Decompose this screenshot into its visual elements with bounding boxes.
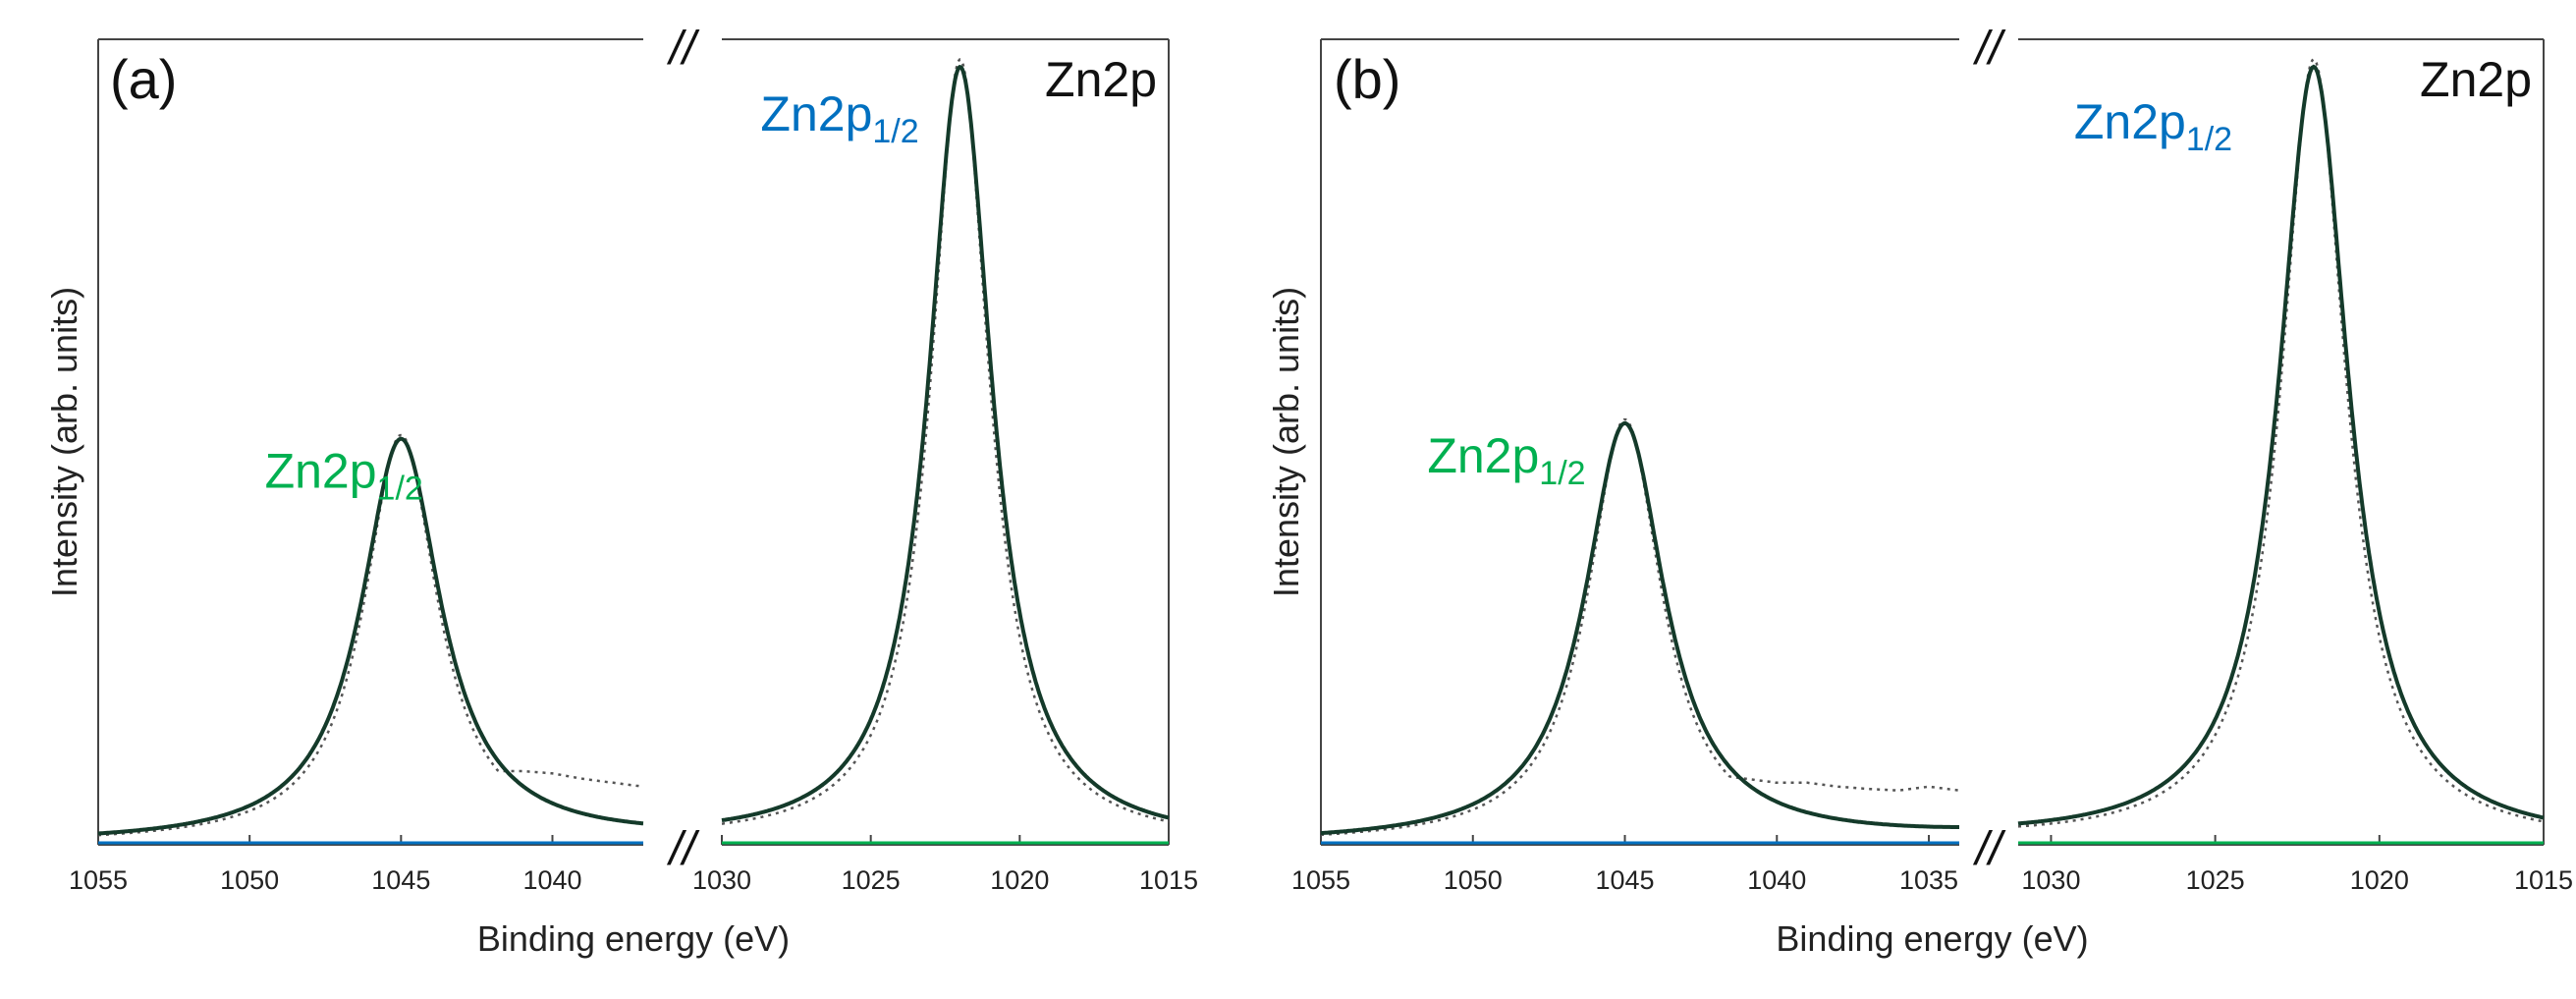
x-tick-label: 1050 (220, 865, 279, 895)
panel-b: 1055 1050 1045 1040 1035 Zn2p1/2 1030 1025 1020 1… (1266, 23, 2573, 959)
x-tick-label: 1025 (2186, 865, 2245, 895)
x-tick-label: 1045 (1595, 865, 1654, 895)
x-tick-label: 1040 (522, 865, 581, 895)
y-axis-title: Intensity (arb. units) (44, 287, 84, 597)
x-tick-label: 1030 (692, 865, 751, 895)
axis-break-bottom: // (667, 823, 700, 875)
peak-label: Zn2p1/2 (1427, 428, 1585, 492)
x-axis-title: Binding energy (eV) (477, 918, 790, 959)
x-tick-label: 1055 (69, 865, 128, 895)
panel-label: (b) (1334, 48, 1400, 110)
experimental-data-series (2017, 57, 2545, 828)
x-tick-label: 1035 (1899, 865, 1958, 895)
x-tick-label: 1050 (1444, 865, 1503, 895)
axis-break-top: // (667, 23, 700, 75)
x-tick-label: 1015 (1139, 865, 1198, 895)
x-tick-label: 1015 (2514, 865, 2573, 895)
peak-label: Zn2p1/2 (265, 444, 423, 508)
peak-label: Zn2p1/2 (2074, 94, 2232, 158)
x-axis-title: Binding energy (eV) (1776, 918, 2088, 959)
x-tick-label: 1045 (371, 865, 430, 895)
fit-envelope-series (1320, 421, 1959, 836)
x-tick-label: 1030 (2021, 865, 2080, 895)
experimental-data-series (1320, 417, 1960, 837)
fit-envelope-series (721, 64, 1170, 823)
axis-break-bottom: // (1973, 823, 2006, 875)
panel-label: (a) (110, 48, 177, 110)
fit-envelope-series (2017, 64, 2545, 826)
experimental-data-series (97, 433, 644, 837)
x-tick-label: 1055 (1291, 865, 1350, 895)
x-tick-label: 1025 (842, 865, 901, 895)
fit-envelope-series (97, 436, 644, 836)
y-axis-title: Intensity (arb. units) (1266, 287, 1306, 597)
peak-label: Zn2p1/2 (760, 86, 918, 150)
panel-a: 1055 1050 1045 1040 Zn2p1/2 1030 1025 1020 1015 Z… (44, 23, 1198, 959)
x-tick-label: 1040 (1747, 865, 1806, 895)
x-tick-label: 1020 (2350, 865, 2409, 895)
element-label: Zn2p (1045, 52, 1157, 107)
axis-break-top: // (1973, 23, 2006, 75)
element-label: Zn2p (2420, 52, 2532, 107)
x-tick-label: 1020 (990, 865, 1049, 895)
